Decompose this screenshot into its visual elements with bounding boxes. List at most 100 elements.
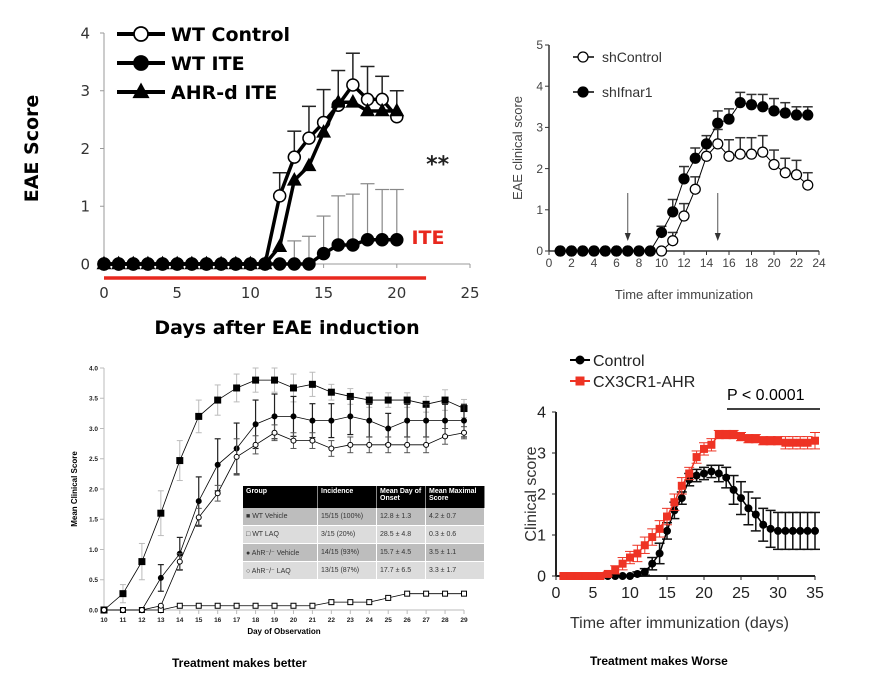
legend-label: WT Control xyxy=(171,24,290,46)
data-point xyxy=(757,146,769,158)
table-cell-group: ■ WT Vehicle xyxy=(243,508,318,526)
data-point xyxy=(309,437,316,444)
y-tick-label: 0 xyxy=(80,255,90,273)
x-tick-label: 24 xyxy=(812,256,826,270)
data-point xyxy=(663,512,671,521)
table-cell-group: □ WT LAQ xyxy=(243,525,318,544)
data-point xyxy=(655,549,664,558)
series-line-ahr-laq xyxy=(104,432,465,611)
data-point xyxy=(385,425,392,432)
data-point xyxy=(599,245,611,257)
y-tick-label: 2 xyxy=(537,487,546,504)
x-tick-label: 19 xyxy=(271,617,279,624)
y-tick-label: 1.0 xyxy=(89,547,98,554)
data-point xyxy=(287,150,302,164)
marker-open-circle-icon: ○ xyxy=(246,567,251,575)
data-point xyxy=(766,524,775,533)
data-point xyxy=(423,590,430,597)
x-tick-label: 10 xyxy=(621,585,639,602)
x-tick-label: 27 xyxy=(422,617,430,624)
data-point xyxy=(328,417,335,424)
data-point xyxy=(252,441,259,448)
legend-label: CX3CR1-AHR xyxy=(593,374,695,391)
data-point xyxy=(707,467,716,476)
data-point xyxy=(346,238,360,252)
data-point xyxy=(252,421,259,428)
table-cell-onset: 28.5 ± 4.8 xyxy=(376,525,426,544)
data-point xyxy=(751,510,760,519)
data-point xyxy=(559,572,568,580)
x-tick-label: 13 xyxy=(157,617,165,624)
series-line-cx3cr1-ahr xyxy=(563,433,816,577)
data-point xyxy=(289,384,297,392)
data-point xyxy=(385,594,392,601)
data-point xyxy=(566,572,575,580)
x-tick-label: 28 xyxy=(441,617,449,624)
data-point xyxy=(309,602,316,609)
x-tick-label: 20 xyxy=(387,284,406,302)
y-tick-label: 0 xyxy=(536,244,543,258)
data-point xyxy=(648,533,657,542)
table-cell-onset: 12.8 ± 1.3 xyxy=(376,508,426,526)
y-tick-label: 1 xyxy=(536,203,543,217)
y-tick-label: 4 xyxy=(536,79,543,93)
legend-marker-icon xyxy=(133,55,149,71)
data-point xyxy=(441,396,449,404)
legend-marker-icon xyxy=(132,82,150,99)
group-name: WT Vehicle xyxy=(252,513,288,520)
x-tick-label: 12 xyxy=(677,256,691,270)
x-tick-label: 29 xyxy=(460,617,468,624)
x-axis-label: Days after EAE induction xyxy=(154,317,419,339)
data-point xyxy=(707,440,716,449)
table-header-group: Group xyxy=(243,486,318,508)
data-point xyxy=(734,97,746,109)
data-point xyxy=(423,417,430,424)
table-cell-group: ● AhR⁻/⁻ Vehicle xyxy=(243,543,318,562)
data-point xyxy=(375,232,389,247)
group-name: AhR⁻/⁻ Vehicle xyxy=(251,549,300,557)
annotation: ** xyxy=(426,153,450,178)
data-point xyxy=(119,607,126,613)
data-point xyxy=(309,417,316,424)
data-point xyxy=(734,148,746,160)
y-tick-label: 3.0 xyxy=(89,426,98,433)
y-tick-label: 0.5 xyxy=(89,577,98,584)
data-point xyxy=(811,436,819,445)
data-point xyxy=(723,113,735,125)
x-tick-label: 18 xyxy=(252,617,260,624)
data-point xyxy=(648,559,657,568)
data-point xyxy=(138,558,146,566)
data-point xyxy=(611,565,620,574)
data-point xyxy=(384,396,392,404)
data-point xyxy=(328,599,335,606)
data-point xyxy=(308,380,316,388)
data-point xyxy=(714,430,723,439)
data-point xyxy=(729,485,738,494)
table-header-incidence: Incidence xyxy=(317,486,377,508)
data-point xyxy=(622,245,634,257)
data-point xyxy=(788,438,797,447)
series-line-ahr-vehicle xyxy=(104,415,464,611)
data-point xyxy=(737,494,745,503)
marker-filled-circle-icon: ● xyxy=(246,549,251,557)
x-tick-label: 10 xyxy=(100,617,108,624)
x-tick-label: 0 xyxy=(546,256,553,270)
x-tick-label: 16 xyxy=(722,256,736,270)
data-point xyxy=(176,457,184,465)
data-point xyxy=(157,602,164,609)
table-row: □ WT LAQ 3/15 (20%) 28.5 ± 4.8 0.3 ± 0.6 xyxy=(243,525,485,544)
data-point xyxy=(700,150,713,162)
data-point xyxy=(633,549,642,558)
data-point xyxy=(766,436,775,445)
data-point xyxy=(366,441,373,448)
table-cell-max: 0.3 ± 0.6 xyxy=(425,525,485,544)
data-point xyxy=(802,109,814,121)
data-point xyxy=(596,572,605,580)
data-point xyxy=(640,541,649,550)
p-value-annotation: P < 0.0001 xyxy=(727,387,805,404)
caption-left: Treatment makes better xyxy=(172,656,307,670)
data-point xyxy=(242,255,258,270)
x-tick-label: 20 xyxy=(767,256,781,270)
data-point xyxy=(155,255,171,270)
marker-open-square-icon: □ xyxy=(246,531,251,538)
